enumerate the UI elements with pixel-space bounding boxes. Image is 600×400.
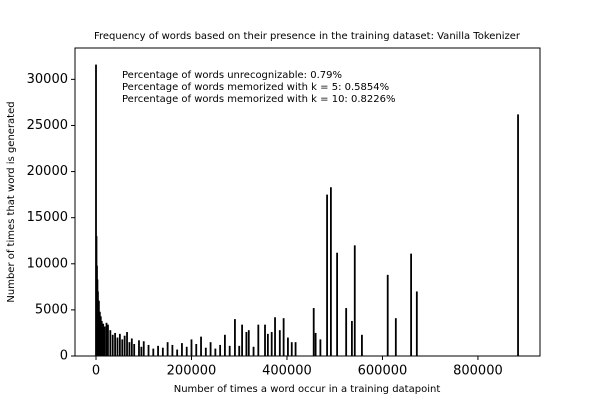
x-tick-label: 400000 bbox=[262, 364, 312, 379]
x-tick-label: 0 bbox=[92, 364, 100, 379]
bar bbox=[238, 345, 241, 356]
bar bbox=[140, 346, 143, 356]
bar bbox=[111, 334, 114, 356]
x-axis-label: Number of times a word occur in a traini… bbox=[174, 384, 441, 395]
bar bbox=[350, 320, 353, 356]
bar bbox=[109, 330, 112, 356]
bar bbox=[245, 332, 248, 356]
bar bbox=[336, 252, 338, 356]
bar bbox=[142, 341, 145, 356]
bar bbox=[394, 318, 397, 356]
bar bbox=[190, 339, 193, 356]
bar bbox=[257, 324, 260, 356]
bar bbox=[103, 326, 106, 356]
bar bbox=[264, 324, 266, 356]
bar bbox=[181, 343, 183, 356]
bar bbox=[247, 330, 250, 356]
x-tick-label: 600000 bbox=[358, 364, 408, 379]
plot-frame bbox=[74, 47, 541, 357]
bar bbox=[176, 349, 179, 356]
bar bbox=[361, 334, 363, 356]
bar bbox=[97, 300, 100, 356]
x-tick-label: 800000 bbox=[453, 364, 503, 379]
bar bbox=[99, 316, 102, 356]
bar bbox=[234, 319, 236, 356]
annotation: Percentage of words unrecognizable: 0.79… bbox=[122, 70, 342, 81]
bar bbox=[195, 344, 198, 356]
bar bbox=[95, 64, 97, 356]
y-tick-label: 25000 bbox=[27, 118, 68, 133]
bar bbox=[107, 324, 109, 356]
bar bbox=[161, 347, 164, 356]
bar bbox=[214, 348, 217, 356]
y-axis-label: Number of times that word is generated bbox=[6, 101, 17, 302]
y-tick-label: 0 bbox=[60, 349, 68, 364]
bar bbox=[126, 332, 128, 356]
bar bbox=[105, 322, 108, 356]
bar bbox=[147, 344, 150, 356]
bar bbox=[410, 253, 412, 356]
bar bbox=[266, 333, 269, 356]
y-tick-label: 30000 bbox=[27, 72, 68, 87]
bar bbox=[123, 335, 126, 356]
bar bbox=[116, 337, 119, 356]
bar bbox=[319, 339, 322, 356]
annotation: Percentage of words memorized with k = 5… bbox=[122, 82, 389, 93]
bar bbox=[415, 291, 418, 356]
bar bbox=[326, 194, 328, 356]
bar bbox=[185, 346, 188, 356]
annotation: Percentage of words memorized with k = 1… bbox=[122, 94, 395, 105]
bar bbox=[224, 334, 226, 356]
bar bbox=[252, 346, 255, 356]
bar bbox=[290, 342, 293, 356]
bar bbox=[130, 338, 133, 356]
bar bbox=[98, 311, 101, 356]
bar bbox=[133, 344, 136, 356]
bar bbox=[204, 347, 207, 356]
bar bbox=[102, 323, 105, 356]
bar bbox=[200, 336, 202, 356]
bar bbox=[314, 332, 317, 356]
bar bbox=[228, 345, 231, 356]
bar bbox=[241, 324, 243, 356]
bar bbox=[171, 344, 174, 356]
bar bbox=[287, 337, 289, 356]
bar bbox=[274, 317, 276, 356]
bar bbox=[219, 344, 222, 356]
bar bbox=[152, 348, 155, 356]
y-tick-label: 5000 bbox=[35, 302, 68, 317]
bar bbox=[118, 333, 121, 356]
bar bbox=[209, 342, 212, 356]
bar bbox=[345, 308, 348, 356]
y-tick-label: 15000 bbox=[27, 210, 68, 225]
bar bbox=[329, 187, 332, 356]
bar bbox=[166, 342, 169, 356]
bar bbox=[282, 318, 285, 356]
bar bbox=[157, 345, 159, 356]
x-tick-label: 200000 bbox=[167, 364, 217, 379]
y-tick-label: 20000 bbox=[27, 164, 68, 179]
bar bbox=[278, 330, 281, 356]
bar bbox=[517, 114, 519, 357]
bar bbox=[138, 340, 140, 356]
bar bbox=[128, 342, 131, 356]
bar bbox=[312, 308, 315, 356]
y-tick-label: 10000 bbox=[27, 256, 68, 271]
bar bbox=[114, 332, 117, 356]
chart-title: Frequency of words based on their presen… bbox=[94, 31, 521, 42]
bar bbox=[353, 245, 356, 356]
bar bbox=[100, 320, 103, 356]
bar bbox=[270, 332, 273, 356]
bar bbox=[386, 274, 389, 356]
bar bbox=[121, 339, 124, 356]
bar bbox=[294, 342, 297, 356]
